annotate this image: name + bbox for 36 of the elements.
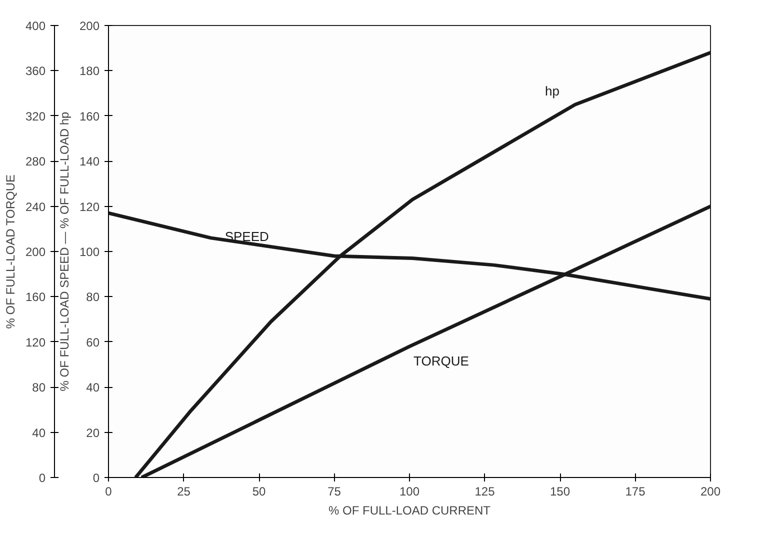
x-tick-label: 25: [177, 484, 191, 498]
y-tick-label: 0: [38, 471, 46, 485]
y-tick-label: 280: [25, 154, 46, 169]
y-tick-label: 360: [25, 64, 46, 78]
y-tick-label: 120: [25, 335, 46, 350]
series-label: TORQUE: [414, 353, 470, 368]
y2-tick-label: 100: [79, 245, 100, 259]
y-tick-label: 400: [25, 19, 46, 33]
x-axis-title: % OF FULL-LOAD CURRENT: [328, 504, 492, 518]
y-tick-label: 160: [25, 290, 46, 304]
y-tick-label: 40: [32, 426, 46, 440]
y-tick-label: 320: [25, 109, 46, 124]
y2-tick-label: 20: [86, 426, 100, 440]
y2-tick-label: 160: [79, 109, 100, 124]
y2-tick-label: 80: [86, 290, 100, 304]
y-tick-label: 240: [25, 200, 46, 214]
y2-tick-label: 180: [79, 64, 100, 78]
y2-axis-title: % OF FULL-LOAD SPEED — % OF FULL-LOAD hp: [57, 111, 72, 392]
y2-tick-label: 140: [79, 154, 100, 169]
y-tick-label: 80: [32, 380, 46, 395]
y2-tick-label: 200: [79, 19, 100, 33]
series-label: hp: [545, 84, 560, 99]
y-tick-label: 200: [25, 245, 46, 259]
x-tick-label: 100: [399, 484, 420, 498]
y2-tick-label: 40: [86, 380, 100, 395]
x-tick-label: 75: [328, 484, 342, 498]
y-axis-title: % OF FULL-LOAD TORQUE: [3, 174, 18, 329]
x-tick-label: 0: [105, 484, 112, 498]
x-tick-label: 150: [550, 484, 570, 498]
y2-tick-label: 60: [86, 335, 100, 350]
y2-tick-label: 0: [92, 471, 100, 485]
y2-tick-label: 120: [79, 200, 100, 214]
x-tick-label: 175: [625, 484, 646, 498]
x-tick-label: 50: [252, 484, 266, 498]
x-tick-label: 200: [700, 484, 721, 498]
x-tick-label: 125: [474, 484, 496, 498]
